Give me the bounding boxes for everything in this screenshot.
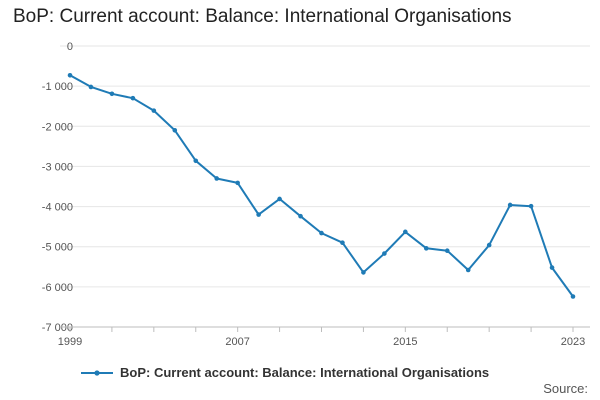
data-point[interactable] <box>298 213 303 219</box>
y-tick-label: -2 000 <box>42 121 73 133</box>
y-tick-label: -3 000 <box>42 161 73 173</box>
data-point[interactable] <box>528 203 534 209</box>
legend: BoP: Current account: Balance: Internati… <box>80 365 489 380</box>
data-point[interactable] <box>465 267 471 273</box>
data-point[interactable] <box>570 294 576 299</box>
data-point[interactable] <box>423 246 429 251</box>
chart-title: BoP: Current account: Balance: Internati… <box>13 6 512 27</box>
y-tick-label: -1 000 <box>42 81 73 93</box>
series-layer <box>67 73 576 299</box>
y-tick-label: -6 000 <box>42 282 73 294</box>
y-tick-label: -5 000 <box>42 242 73 254</box>
x-tick-label: 2015 <box>393 336 417 348</box>
data-point[interactable] <box>403 229 408 235</box>
y-tick-label: -4 000 <box>42 202 73 214</box>
y-tick-label: 0 <box>67 41 73 53</box>
data-point[interactable] <box>193 158 199 164</box>
data-point[interactable] <box>235 180 240 186</box>
x-tick-label: 2007 <box>225 336 249 348</box>
data-point[interactable] <box>340 240 345 245</box>
data-point[interactable] <box>549 265 555 270</box>
x-tick-label: 1999 <box>58 336 82 348</box>
data-point[interactable] <box>88 84 94 90</box>
x-tick-label: 2023 <box>561 336 585 348</box>
data-point[interactable] <box>361 270 366 275</box>
data-point[interactable] <box>382 251 387 256</box>
data-point[interactable] <box>214 176 220 181</box>
data-point[interactable] <box>151 108 157 113</box>
source-label: Source: <box>543 381 588 396</box>
data-point[interactable] <box>67 73 73 78</box>
y-axis-tick-labels: 0 -1 000 -2 000 -3 000 -4 000 -5 000 -6 000 -7 … <box>42 41 73 334</box>
data-point[interactable] <box>130 95 136 101</box>
grid-lines <box>60 45 590 288</box>
data-point[interactable] <box>319 230 324 236</box>
data-point[interactable] <box>486 242 492 248</box>
data-point[interactable] <box>507 202 513 208</box>
data-point[interactable] <box>444 248 450 254</box>
series-line <box>69 74 574 298</box>
legend-swatch <box>81 369 113 376</box>
data-point[interactable] <box>277 196 282 202</box>
data-point[interactable] <box>109 91 115 97</box>
legend-label: BoP: Current account: Balance: Internati… <box>120 365 490 380</box>
data-point[interactable] <box>256 212 261 217</box>
x-axis: 1999 2007 2015 2023 <box>58 326 590 348</box>
y-tick-label: -7 000 <box>42 322 73 334</box>
data-point[interactable] <box>172 128 178 133</box>
